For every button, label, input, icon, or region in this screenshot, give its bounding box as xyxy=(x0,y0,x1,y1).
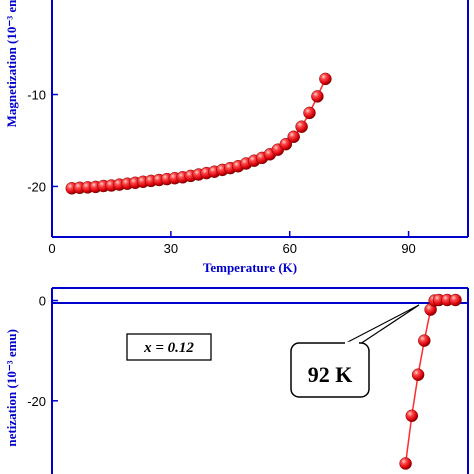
top-ticks: -10 -20 0 30 60 90 xyxy=(27,88,416,256)
callout-pointer xyxy=(343,304,420,345)
bottom-series-line xyxy=(404,299,456,464)
bottom-data-point xyxy=(418,334,431,347)
top-ytick-label: -20 xyxy=(27,179,46,194)
top-xtick-label: 0 xyxy=(48,241,55,256)
bottom-y-axis-title: netization (10⁻³ emu) xyxy=(4,329,19,447)
bottom-plot-frame xyxy=(51,287,469,474)
bottom-series-path xyxy=(404,299,456,464)
top-data-point xyxy=(303,106,316,120)
top-xtick-label: 60 xyxy=(282,241,296,256)
transition-callout: 92 K xyxy=(290,304,420,398)
bottom-data-point xyxy=(399,457,412,470)
top-plot-frame xyxy=(51,0,469,238)
bottom-data-points xyxy=(399,293,462,470)
top-data-point xyxy=(279,137,293,151)
top-xtick-label: 90 xyxy=(401,241,415,256)
top-panel: -10 -20 0 30 60 90 Temperature (K) Magnetizat… xyxy=(4,0,469,275)
bottom-ytick-label: -20 xyxy=(27,394,46,409)
callout-box xyxy=(290,342,370,398)
composition-box xyxy=(126,333,212,361)
top-xtick-label: 30 xyxy=(164,241,178,256)
top-y-axis-title: Magnetization (10⁻³ em xyxy=(4,0,19,127)
bottom-ticks: 0 -20 xyxy=(27,294,58,409)
bottom-data-point xyxy=(405,409,419,423)
top-x-axis-title: Temperature (K) xyxy=(203,260,297,275)
bottom-panel: 0 -20 92 K x = 0.12 netization (10⁻³ emu) xyxy=(4,287,469,474)
callout-label: 92 K xyxy=(308,362,353,387)
top-data-point xyxy=(319,72,332,86)
top-data-point xyxy=(287,130,300,144)
composition-text: x = 0.12 xyxy=(143,340,194,356)
top-ytick-label: -10 xyxy=(27,88,46,103)
bottom-data-point xyxy=(449,293,462,307)
top-data-point xyxy=(295,120,308,133)
bottom-ytick-label: 0 xyxy=(39,294,46,309)
top-data-point xyxy=(311,90,324,103)
bottom-data-point xyxy=(411,368,425,381)
top-data-points xyxy=(65,72,332,195)
composition-label: x = 0.12 xyxy=(126,333,212,361)
